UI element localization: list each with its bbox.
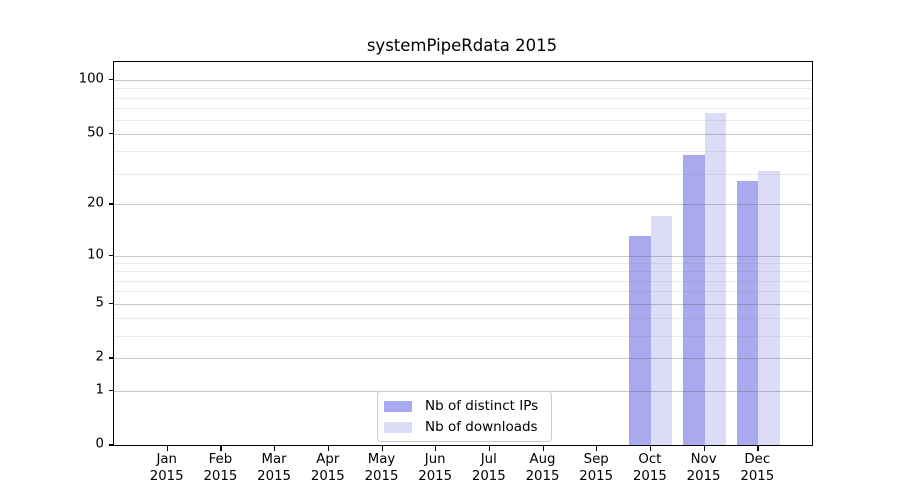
x-tick-label-jun: Jun 2015 bbox=[418, 452, 453, 484]
minor-gridline bbox=[114, 151, 812, 153]
minor-gridline bbox=[114, 107, 812, 109]
x-tick-label-nov: Nov 2015 bbox=[686, 452, 721, 484]
y-tick-label-10: 10 bbox=[87, 247, 104, 263]
legend-swatch-icon bbox=[384, 421, 412, 433]
y-tick-label-2: 2 bbox=[95, 349, 104, 365]
x-tick-label-jan: Jan 2015 bbox=[149, 452, 184, 484]
x-tick-mark bbox=[435, 445, 437, 451]
y-tick-mark bbox=[108, 254, 114, 256]
minor-gridline bbox=[114, 271, 812, 273]
minor-gridline bbox=[114, 97, 812, 99]
bar-nov-distinct-ips[interactable] bbox=[683, 154, 705, 445]
x-tick-label-oct: Oct 2015 bbox=[632, 452, 667, 484]
bar-dec-downloads[interactable] bbox=[758, 170, 780, 445]
y-tick-mark bbox=[108, 133, 114, 135]
plot-area bbox=[113, 61, 813, 446]
bar-oct-downloads[interactable] bbox=[650, 216, 673, 445]
major-gridline bbox=[114, 358, 812, 360]
minor-gridline bbox=[114, 119, 812, 121]
minor-gridline bbox=[114, 263, 812, 265]
x-tick-label-dec: Dec 2015 bbox=[740, 452, 775, 484]
major-gridline bbox=[114, 303, 812, 305]
y-tick-mark bbox=[108, 444, 114, 446]
y-tick-label-0: 0 bbox=[95, 436, 104, 452]
minor-gridline bbox=[114, 318, 812, 319]
legend: Nb of distinct IPs Nb of downloads bbox=[377, 391, 553, 442]
major-gridline bbox=[114, 134, 812, 136]
x-tick-label-mar: Mar 2015 bbox=[257, 452, 292, 484]
legend-label: Nb of downloads bbox=[425, 419, 538, 435]
x-tick-mark bbox=[327, 445, 330, 451]
y-tick-label-50: 50 bbox=[87, 125, 104, 141]
x-tick-mark bbox=[166, 445, 168, 451]
major-gridline bbox=[114, 255, 812, 257]
x-tick-mark bbox=[274, 445, 276, 451]
x-tick-label-jul: Jul 2015 bbox=[471, 452, 506, 484]
x-tick-mark bbox=[596, 445, 598, 451]
bar-dec-distinct-ips[interactable] bbox=[736, 181, 759, 445]
bar-oct-distinct-ips[interactable] bbox=[629, 236, 651, 445]
x-tick-label-may: May 2015 bbox=[364, 452, 399, 484]
major-gridline bbox=[114, 80, 812, 81]
legend-item: Nb of distinct IPs bbox=[384, 398, 538, 414]
y-tick-label-100: 100 bbox=[78, 71, 104, 87]
x-tick-mark bbox=[220, 445, 222, 451]
x-tick-mark bbox=[542, 445, 544, 451]
x-tick-label-aug: Aug 2015 bbox=[525, 452, 560, 484]
y-tick-label-5: 5 bbox=[95, 295, 104, 310]
minor-gridline bbox=[114, 173, 812, 175]
y-tick-mark bbox=[108, 203, 114, 205]
y-tick-mark bbox=[108, 302, 114, 304]
legend-label: Nb of distinct IPs bbox=[425, 398, 539, 414]
bar-nov-downloads[interactable] bbox=[704, 113, 727, 445]
legend-item: Nb of downloads bbox=[384, 419, 538, 435]
y-tick-label-20: 20 bbox=[87, 195, 104, 211]
x-tick-label-feb: Feb 2015 bbox=[203, 452, 238, 484]
chart-title: systemPipeRdata 2015 bbox=[366, 36, 558, 55]
x-tick-label-sep: Sep 2015 bbox=[579, 452, 614, 484]
minor-gridline bbox=[114, 291, 812, 293]
x-tick-mark bbox=[649, 445, 652, 451]
major-gridline bbox=[114, 204, 812, 206]
y-tick-mark bbox=[108, 79, 114, 81]
minor-gridline bbox=[114, 280, 812, 282]
y-tick-mark bbox=[108, 357, 114, 359]
x-tick-mark bbox=[488, 445, 491, 451]
x-tick-mark bbox=[381, 445, 383, 451]
minor-gridline bbox=[114, 335, 812, 337]
x-tick-mark bbox=[757, 445, 759, 451]
y-tick-mark bbox=[108, 389, 114, 391]
minor-gridline bbox=[114, 88, 812, 90]
y-tick-label-1: 1 bbox=[95, 382, 104, 397]
x-tick-mark bbox=[703, 445, 705, 451]
legend-swatch-icon bbox=[384, 400, 412, 412]
x-tick-label-apr: Apr 2015 bbox=[310, 452, 345, 484]
